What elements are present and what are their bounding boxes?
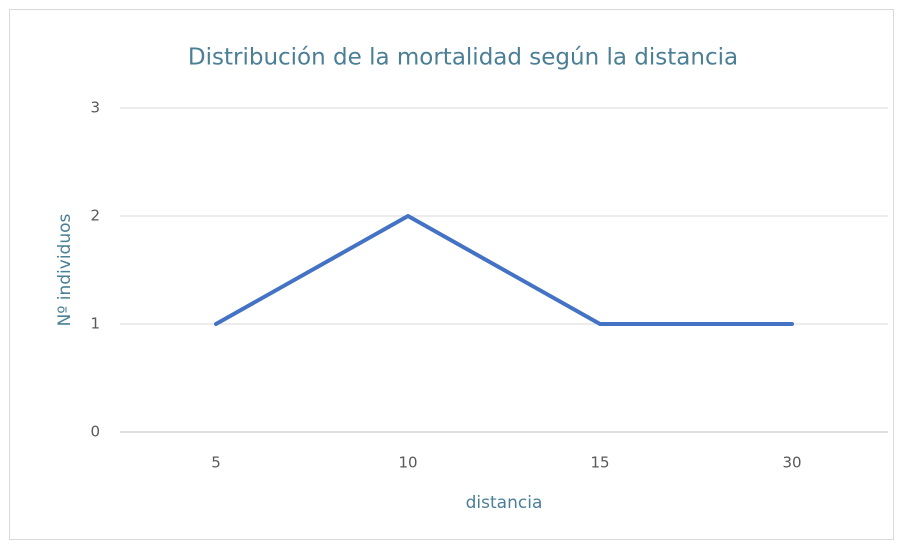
chart-title: Distribución de la mortalidad según la d… <box>188 45 738 71</box>
y-axis-label: Nº individuos <box>55 213 75 326</box>
x-axis-label: distancia <box>466 493 543 513</box>
x-tick-label: 5 <box>211 454 221 472</box>
y-tick-label: 3 <box>90 99 100 117</box>
x-tick-label: 30 <box>782 454 801 472</box>
x-tick-label: 10 <box>398 454 417 472</box>
y-tick-label: 2 <box>90 207 100 225</box>
y-tick-label: 0 <box>90 423 100 441</box>
y-tick-label: 1 <box>90 315 100 333</box>
x-tick-label: 15 <box>590 454 609 472</box>
line-series <box>214 214 794 326</box>
chart-frame <box>9 9 894 540</box>
